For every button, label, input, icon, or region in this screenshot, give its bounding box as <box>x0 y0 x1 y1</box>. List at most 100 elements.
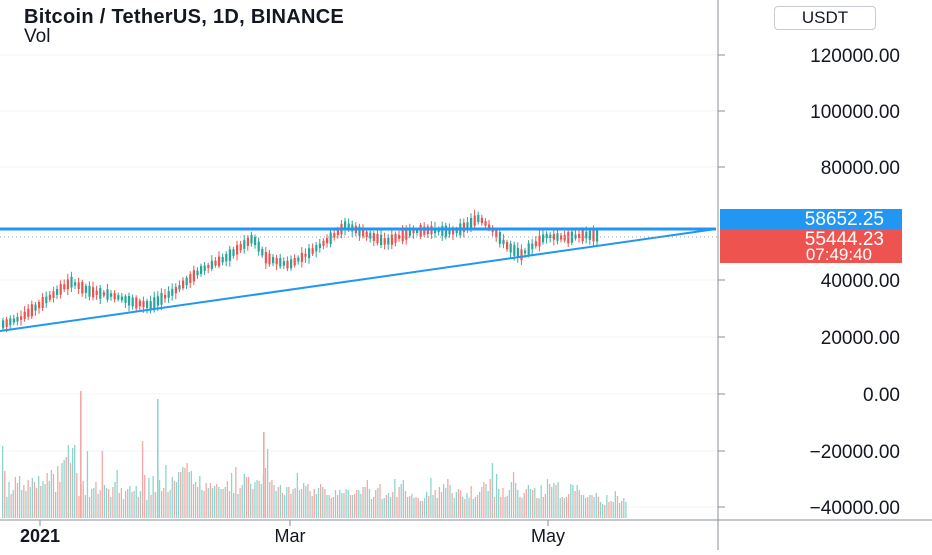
volume-bar <box>481 487 483 518</box>
volume-bar <box>606 495 608 518</box>
candle-body <box>286 260 289 269</box>
currency-button[interactable]: USDT <box>774 6 876 30</box>
candle-body <box>56 289 59 295</box>
candle-body <box>560 235 563 240</box>
volume-bar <box>152 476 154 518</box>
candle-body <box>153 297 156 309</box>
candle-body <box>311 248 314 254</box>
volume-bar <box>476 495 479 518</box>
volume-bar <box>91 489 93 518</box>
candle-body <box>574 234 577 239</box>
volume-bar <box>59 482 61 518</box>
candle-body <box>275 258 278 265</box>
candle-body <box>542 234 545 243</box>
candle-body <box>293 258 296 266</box>
volume-bar <box>269 482 271 518</box>
volume-bar <box>515 483 517 518</box>
volume-bar <box>453 498 455 518</box>
volume-bar <box>506 496 508 518</box>
resistance-price-label: 58652.25 <box>805 209 884 230</box>
candle-body <box>369 232 372 239</box>
candle-body <box>347 223 350 229</box>
volume-bar <box>298 490 301 518</box>
candle-body <box>167 291 170 298</box>
last-price-tag <box>720 229 902 263</box>
candle-body <box>23 311 26 319</box>
candle-body <box>455 230 458 234</box>
volume-bar <box>436 498 438 518</box>
candle-body <box>441 226 444 236</box>
candle-body <box>63 284 66 290</box>
volume-bar <box>194 482 197 518</box>
volume-bar <box>23 485 25 518</box>
volume-bar <box>199 476 201 518</box>
candle-body <box>282 261 285 266</box>
candle-body <box>185 277 188 286</box>
volume-bar <box>398 487 400 518</box>
price-tick-label: 40000.00 <box>821 271 900 292</box>
candle-body <box>214 260 217 266</box>
volume-bar <box>360 494 362 518</box>
volume-bar <box>4 471 6 518</box>
volume-bar <box>207 488 209 518</box>
volume-bar <box>235 467 237 518</box>
volume-bar <box>565 497 568 518</box>
volume-bar <box>409 496 411 518</box>
candle-body <box>38 302 41 309</box>
candle-body <box>513 245 516 256</box>
candle-body <box>236 245 239 255</box>
candle-body <box>394 233 397 243</box>
volume-bar <box>80 391 82 518</box>
volume-bar <box>260 484 262 518</box>
volume-bar <box>161 491 163 518</box>
volume-bar <box>610 501 612 518</box>
volume-bar <box>296 473 298 518</box>
volume-bar <box>608 502 610 518</box>
candle-body <box>480 217 483 224</box>
candle-body <box>92 287 95 298</box>
candle-body <box>48 294 51 300</box>
volume-bar <box>133 491 135 518</box>
volume-bar <box>277 487 279 518</box>
volume-bar <box>169 490 171 518</box>
volume-bar <box>451 493 453 518</box>
volume-bar <box>271 480 273 518</box>
volume-bar <box>370 499 373 518</box>
volume-bar <box>387 493 390 518</box>
candle-body <box>318 243 321 248</box>
volume-bar <box>419 501 421 518</box>
volume-bar <box>224 487 226 518</box>
candle-body <box>344 221 347 231</box>
candle-body <box>135 297 138 309</box>
volume-bar <box>336 495 339 518</box>
candle-body <box>174 287 177 294</box>
volume-bar <box>455 492 457 518</box>
candle-body <box>81 281 84 294</box>
volume-bar <box>52 474 55 518</box>
volume-bar <box>489 479 491 518</box>
support-trendline[interactable] <box>0 228 717 332</box>
volume-bar <box>440 492 443 518</box>
volume-bar <box>256 480 258 518</box>
volume-bar <box>171 477 173 518</box>
candle-body <box>376 233 379 244</box>
candle-body <box>110 293 113 297</box>
candle-body <box>524 250 527 254</box>
volume-bar <box>578 490 580 518</box>
volume-bar <box>339 490 341 518</box>
volume-bar <box>474 497 477 518</box>
volume-bar <box>540 485 542 518</box>
price-tick-label: 80000.00 <box>821 158 900 179</box>
volume-bar <box>375 490 377 518</box>
candle-body <box>290 259 293 269</box>
volume-bar <box>279 485 282 518</box>
candle-body <box>308 248 311 259</box>
volume-bar <box>595 493 597 518</box>
volume-bar <box>286 487 288 518</box>
volume-bar <box>137 497 139 518</box>
volume-bar <box>438 487 441 518</box>
volume-bar <box>184 468 186 518</box>
